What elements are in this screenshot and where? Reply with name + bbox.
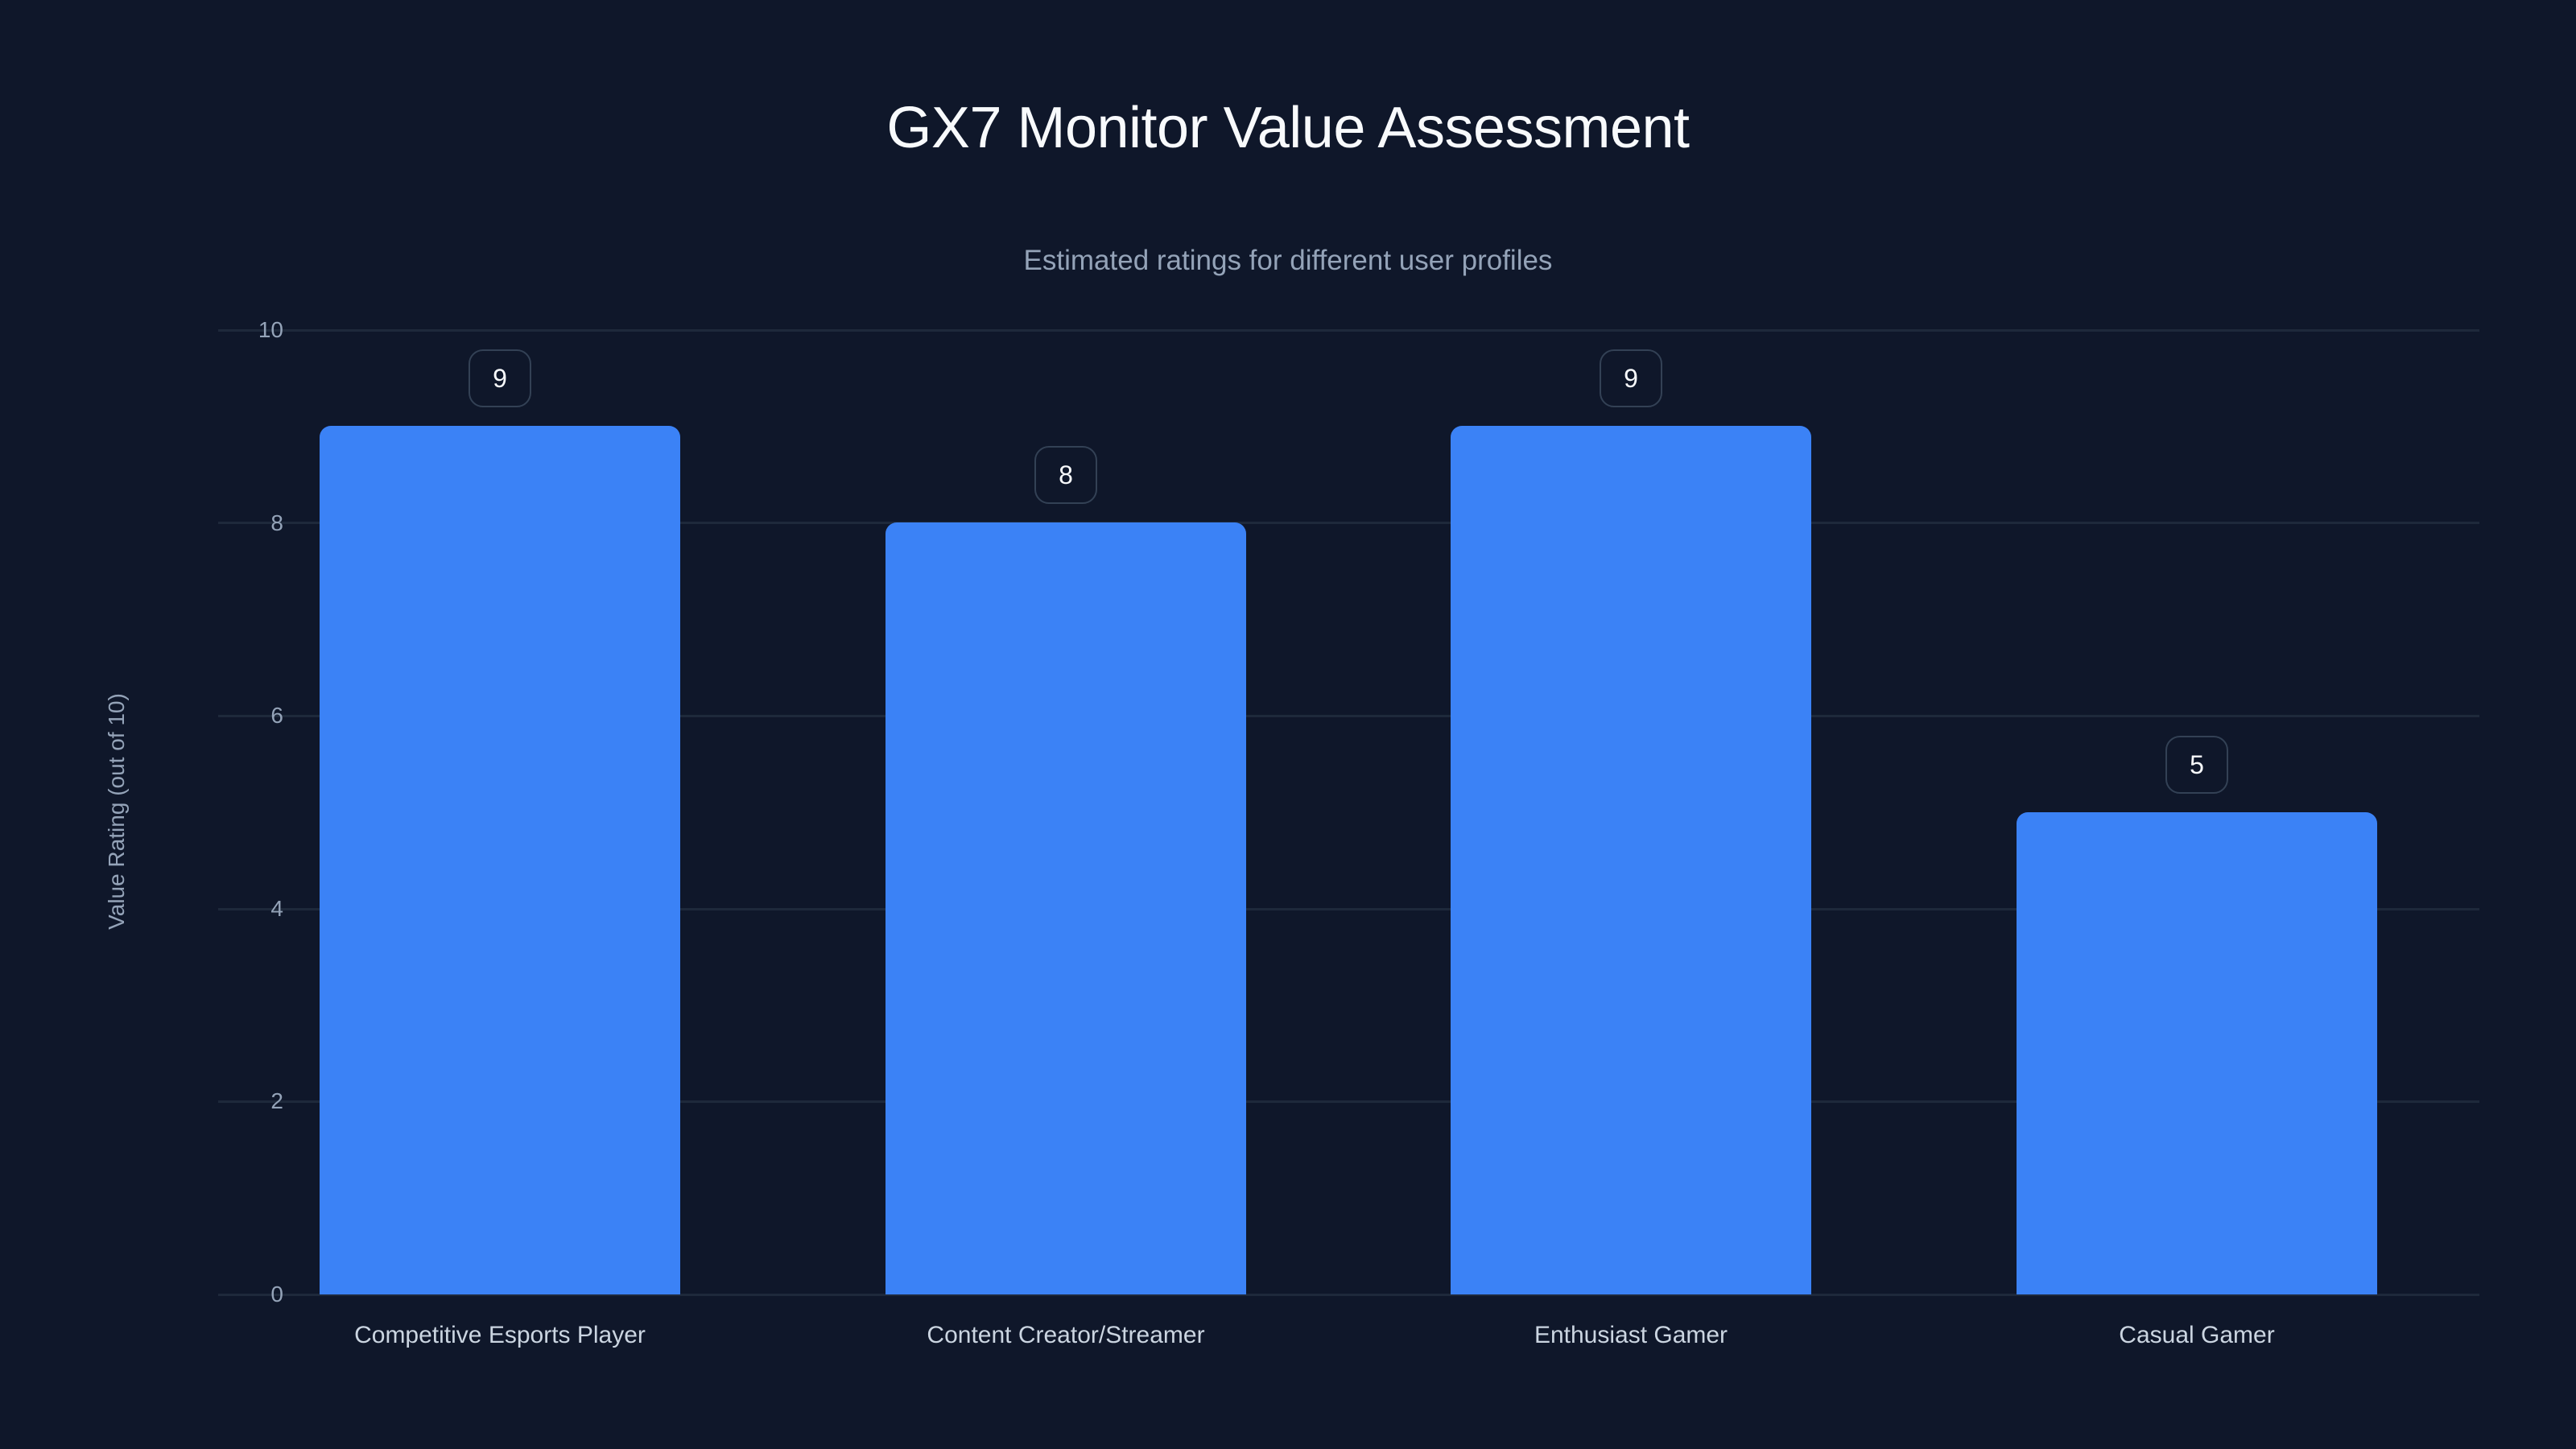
value-label: 5 xyxy=(2165,736,2228,794)
gridline-2 xyxy=(218,1100,2479,1103)
y-tick: 4 xyxy=(270,896,283,921)
x-tick-label: Competitive Esports Player xyxy=(354,1322,646,1348)
gridline-10 xyxy=(218,329,2479,332)
gridline-8 xyxy=(218,522,2479,524)
y-tick: 0 xyxy=(270,1282,283,1307)
y-tick: 8 xyxy=(270,510,283,535)
gridline-6 xyxy=(218,715,2479,717)
gridline-4 xyxy=(218,908,2479,910)
y-tick: 10 xyxy=(258,317,283,342)
plot-area: 9 8 9 5 xyxy=(218,329,2479,1296)
gridline-0 xyxy=(218,1294,2479,1296)
value-label: 8 xyxy=(1034,446,1097,504)
bar-competitive-esports-player[interactable] xyxy=(320,426,680,1294)
x-tick-label: Content Creator/Streamer xyxy=(927,1322,1205,1348)
y-axis-label: Value Rating (out of 10) xyxy=(104,693,129,930)
bar-enthusiast-gamer[interactable] xyxy=(1451,426,1811,1294)
chart-title: GX7 Monitor Value Assessment xyxy=(886,96,1690,160)
y-tick: 6 xyxy=(270,703,283,728)
x-tick-label: Enthusiast Gamer xyxy=(1534,1322,1728,1348)
y-tick: 2 xyxy=(270,1088,283,1113)
x-tick-label: Casual Gamer xyxy=(2119,1322,2275,1348)
chart-subtitle: Estimated ratings for different user pro… xyxy=(1023,245,1553,276)
value-label: 9 xyxy=(1600,349,1662,407)
value-label: 9 xyxy=(469,349,531,407)
bar-content-creator-streamer[interactable] xyxy=(886,522,1246,1294)
bar-casual-gamer[interactable] xyxy=(2017,812,2377,1294)
